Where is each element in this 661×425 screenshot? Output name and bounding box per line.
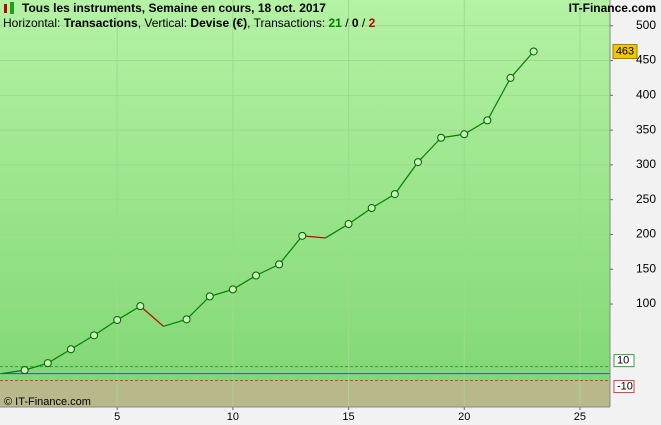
last-value-box	[612, 43, 638, 59]
line-segment	[394, 161, 419, 195]
line-segment	[163, 318, 187, 327]
point	[460, 130, 469, 139]
point	[529, 47, 538, 56]
y-tick-label: 450	[636, 53, 656, 67]
point	[437, 133, 446, 142]
level-label-box	[613, 380, 635, 394]
point	[228, 285, 237, 294]
site: IT-Finance.com	[569, 1, 656, 15]
y-tick-label: 350	[636, 122, 656, 136]
point	[43, 359, 52, 368]
y-tick-label: 300	[636, 157, 656, 171]
point	[344, 220, 353, 229]
point	[182, 315, 191, 324]
line-segment	[139, 305, 164, 327]
point	[390, 190, 399, 199]
line-segment	[70, 334, 95, 350]
level-label: 10	[617, 355, 629, 367]
point	[20, 366, 29, 375]
y-tick-label: 150	[636, 261, 656, 275]
point	[413, 158, 422, 167]
level-label-box	[613, 354, 635, 368]
x-axis-area	[0, 407, 610, 425]
x-tick-label: 5	[114, 411, 120, 423]
copyright: © IT-Finance.com	[4, 396, 91, 408]
point	[367, 204, 376, 213]
point	[113, 316, 122, 325]
last-value-label: 463	[616, 45, 634, 57]
loss-zone	[0, 380, 610, 407]
line-segment	[486, 77, 512, 121]
header: Tous les instruments, Semaine en cours, …	[3, 1, 656, 408]
line-segment	[24, 362, 48, 371]
line-segment	[510, 51, 535, 79]
plot-area	[0, 0, 610, 407]
point	[483, 116, 492, 125]
y-tick-label: 250	[636, 192, 656, 206]
line-segment	[93, 319, 118, 336]
line-segment	[209, 288, 234, 297]
x-tick-label: 25	[574, 411, 586, 423]
y-tick-label: 200	[636, 227, 656, 241]
icon	[10, 2, 14, 14]
x-tick-label: 10	[227, 411, 239, 423]
line-segment	[463, 119, 488, 135]
point	[275, 260, 284, 269]
subtitle: Horizontal: Transactions, Vertical: Devi…	[3, 16, 376, 30]
point	[506, 73, 515, 82]
title: Tous les instruments, Semaine en cours, …	[22, 1, 326, 15]
line-segment	[371, 193, 396, 209]
line-segment	[47, 348, 72, 364]
point	[66, 345, 75, 354]
point	[136, 302, 145, 311]
line-segment	[417, 137, 442, 163]
y-tick-label: 500	[636, 18, 656, 32]
line-segment	[186, 295, 211, 320]
line-segment	[348, 207, 373, 225]
x-tick-label: 20	[458, 411, 470, 423]
line-segment	[255, 263, 280, 277]
line-segment	[278, 235, 303, 265]
point	[205, 292, 214, 301]
line-segment	[116, 305, 141, 321]
level-label: -10	[617, 380, 633, 392]
point	[298, 231, 307, 240]
line-segment	[325, 223, 349, 239]
y-tick-label: 400	[636, 87, 656, 101]
line-segment	[232, 274, 257, 290]
point	[90, 331, 99, 340]
icon	[4, 4, 7, 13]
point	[252, 271, 261, 280]
x-tick-label: 15	[342, 411, 354, 423]
y-tick-label: 100	[636, 296, 656, 310]
